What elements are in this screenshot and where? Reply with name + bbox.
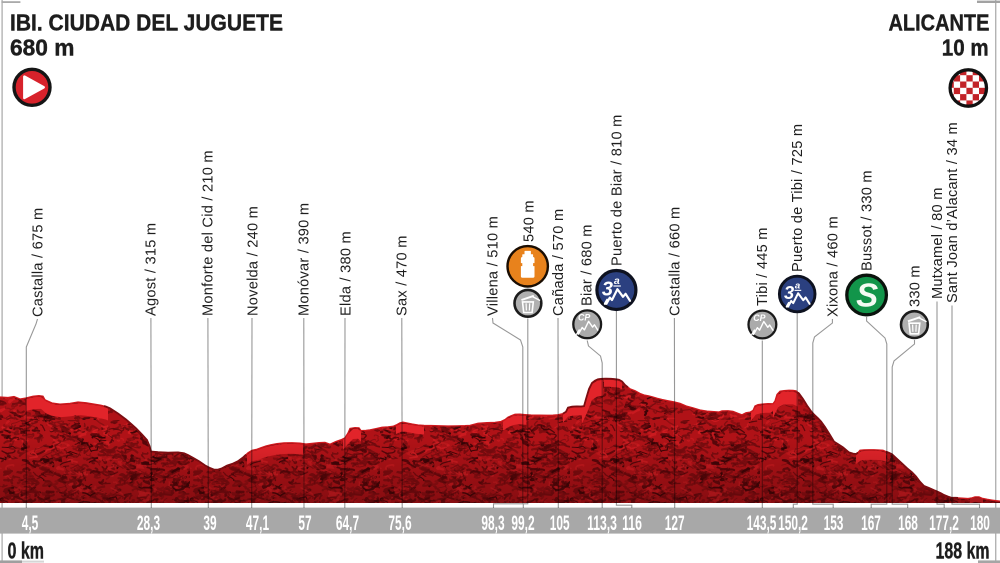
svg-text:177,2: 177,2	[929, 512, 959, 535]
svg-text:98,3: 98,3	[481, 512, 504, 535]
svg-text:99,2: 99,2	[511, 512, 534, 535]
svg-text:3: 3	[784, 282, 794, 303]
svg-text:113,3: 113,3	[587, 512, 617, 535]
svg-text:Agost / 315 m: Agost / 315 m	[144, 223, 160, 316]
svg-text:167: 167	[861, 512, 881, 535]
svg-text:188 km: 188 km	[936, 538, 990, 563]
svg-text:a: a	[614, 275, 620, 287]
svg-text:ALICANTE: ALICANTE	[889, 9, 990, 35]
svg-text:Monóvar / 390 m: Monóvar / 390 m	[297, 203, 313, 316]
svg-text:Mutxamel / 80 m: Mutxamel / 80 m	[930, 187, 946, 299]
svg-text:a: a	[795, 281, 801, 292]
svg-text:Elda / 380 m: Elda / 380 m	[339, 231, 355, 316]
svg-text:Castalla / 675 m: Castalla / 675 m	[31, 208, 47, 317]
svg-text:10 m: 10 m	[942, 34, 989, 60]
svg-text:57: 57	[298, 512, 311, 535]
svg-text:CP: CP	[578, 313, 590, 323]
svg-text:Tibi / 445 m: Tibi / 445 m	[755, 227, 771, 306]
svg-text:Bussot / 330 m: Bussot / 330 m	[859, 170, 875, 271]
svg-text:680 m: 680 m	[10, 34, 75, 60]
svg-text:Sant Joan d’Alacant / 34 m: Sant Joan d’Alacant / 34 m	[945, 122, 961, 303]
svg-text:47,1: 47,1	[246, 512, 269, 535]
svg-text:168: 168	[898, 512, 918, 535]
svg-text:Puerto de Tibi / 725 m: Puerto de Tibi / 725 m	[790, 124, 806, 272]
svg-text:Novelda / 240 m: Novelda / 240 m	[246, 206, 262, 316]
svg-text:0 km: 0 km	[8, 538, 45, 563]
svg-text:127: 127	[665, 512, 685, 535]
svg-text:Villena / 510 m: Villena / 510 m	[486, 216, 502, 316]
svg-text:S: S	[856, 277, 878, 314]
svg-text:75,6: 75,6	[388, 512, 411, 535]
svg-text:Castalla / 660 m: Castalla / 660 m	[668, 207, 684, 316]
svg-text:153: 153	[824, 512, 844, 535]
svg-text:Puerto de Biar / 810 m: Puerto de Biar / 810 m	[610, 114, 626, 266]
svg-text:64,7: 64,7	[336, 512, 359, 535]
svg-text:105: 105	[550, 512, 570, 535]
svg-text:3: 3	[602, 279, 613, 301]
svg-text:143,5: 143,5	[747, 512, 777, 535]
svg-text:180: 180	[970, 512, 990, 535]
svg-text:4,5: 4,5	[22, 512, 39, 535]
svg-text:Sax / 470 m: Sax / 470 m	[395, 235, 411, 316]
svg-text:CP: CP	[753, 313, 765, 323]
svg-text:540 m: 540 m	[522, 200, 538, 242]
svg-text:330 m: 330 m	[908, 265, 924, 307]
svg-text:Monforte del Cid / 210 m: Monforte del Cid / 210 m	[201, 150, 217, 316]
svg-text:28,3: 28,3	[137, 512, 160, 535]
svg-text:Xixona / 460 m: Xixona / 460 m	[826, 216, 842, 317]
svg-text:150,2: 150,2	[778, 512, 808, 535]
svg-text:39: 39	[203, 512, 216, 535]
svg-text:Cañada / 570 m: Cañada / 570 m	[551, 209, 567, 316]
svg-text:IBI. CIUDAD DEL JUGUETE: IBI. CIUDAD DEL JUGUETE	[10, 9, 283, 35]
svg-text:116: 116	[622, 512, 642, 535]
svg-text:Biar / 680 m: Biar / 680 m	[580, 224, 596, 306]
